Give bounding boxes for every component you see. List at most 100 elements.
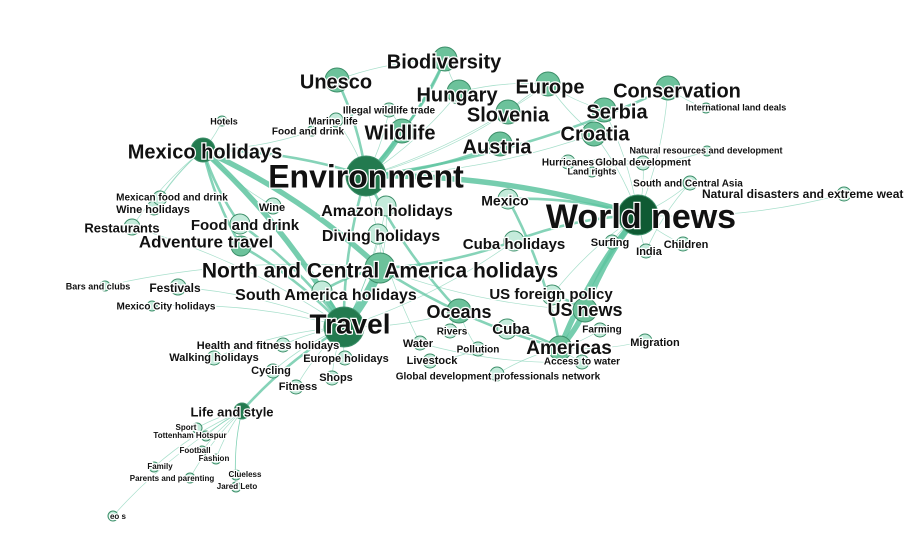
node-children[interactable]	[675, 236, 691, 252]
label-austria: Austria	[463, 136, 533, 158]
node-natural-resources-and-development[interactable]	[701, 145, 713, 157]
node-india[interactable]	[638, 243, 654, 259]
node-shops[interactable]	[324, 370, 340, 386]
edge-ncah-usnews	[379, 267, 586, 311]
label-surfing: Surfing	[591, 237, 630, 249]
node-farming[interactable]	[592, 322, 608, 338]
label-hurricanes: Hurricanes	[542, 158, 595, 169]
node-restaurants[interactable]	[123, 218, 141, 236]
node-sport[interactable]	[191, 422, 203, 434]
label-world-news: World news	[546, 198, 736, 236]
node-hungary[interactable]	[446, 79, 472, 105]
node-biodiversity[interactable]	[432, 46, 458, 72]
node-mexico-city-holidays[interactable]	[146, 300, 158, 312]
node-fashion[interactable]	[210, 453, 222, 465]
node-walking-holidays[interactable]	[206, 350, 222, 366]
node-pollution[interactable]	[470, 341, 486, 357]
node-croatia[interactable]	[581, 121, 607, 147]
node-land-rights[interactable]	[586, 166, 598, 178]
node-marine-life[interactable]	[328, 112, 344, 128]
node-life-and-style[interactable]	[233, 402, 251, 420]
node-global-development-professionals-network[interactable]	[489, 366, 505, 382]
label-sport: Sport	[176, 423, 197, 432]
node-natural-disasters-and-extreme-weather[interactable]	[836, 186, 852, 202]
node-mexican-food-and-drink[interactable]	[152, 190, 168, 206]
node-health-and-fitness-holidays[interactable]	[275, 337, 291, 353]
label-south-america-holidays: South America holidays	[235, 287, 417, 304]
label-food-and-drink: Food and drink	[272, 127, 345, 138]
label-cycling: Cycling	[251, 365, 291, 377]
label-children: Children	[664, 239, 709, 251]
node-clueless[interactable]	[230, 469, 242, 481]
node-environment[interactable]	[345, 155, 387, 197]
node-fitness[interactable]	[288, 379, 304, 395]
node-south-and-central-asia[interactable]	[682, 175, 698, 191]
edge-travel-cuba	[343, 240, 515, 328]
node-tottenham-hotspur[interactable]	[200, 430, 212, 442]
label-life-and-style: Life and style	[190, 404, 273, 419]
node-amazon-holidays[interactable]	[375, 195, 397, 217]
node-illegal-wildlife-trade[interactable]	[381, 102, 397, 118]
node-family[interactable]	[148, 461, 160, 473]
label-biodiversity: Biodiversity	[387, 51, 502, 73]
node-jared-leto[interactable]	[230, 481, 242, 493]
edge-travel-festivals	[177, 286, 345, 328]
label-us-foreign-policy: US foreign policy	[489, 286, 613, 303]
node-diving-holidays[interactable]	[367, 223, 389, 245]
node-water[interactable]	[412, 335, 428, 351]
node-rivers[interactable]	[442, 323, 458, 339]
node-mexico[interactable]	[497, 188, 519, 210]
node-hurricanes[interactable]	[560, 154, 576, 170]
label-natural-disasters-and-extreme-weather: Natural disasters and extreme weather	[702, 187, 904, 201]
node-parents-and-parenting[interactable]	[184, 472, 196, 484]
label-bars-and-clubs: Bars and clubs	[66, 281, 131, 291]
node-surfing[interactable]	[604, 234, 620, 250]
label-mexican-food-and-drink: Mexican food and drink	[116, 193, 228, 204]
node-cuba[interactable]	[496, 318, 518, 340]
node-cuba-holidays[interactable]	[503, 230, 525, 252]
node-us-news[interactable]	[572, 297, 598, 323]
node-international-land-deals[interactable]	[700, 102, 712, 114]
label-south-and-central-asia: South and Central Asia	[633, 179, 743, 190]
node-wildlife[interactable]	[389, 118, 415, 144]
label-mexico-holidays: Mexico holidays	[128, 141, 283, 163]
node-north-and-central-america-holidays[interactable]	[364, 252, 396, 284]
node-europe-holidays[interactable]	[337, 350, 353, 366]
node-eo-s[interactable]	[107, 510, 119, 522]
node-cycling[interactable]	[265, 363, 281, 379]
label-serbia: Serbia	[586, 101, 648, 123]
edge-travel-restaur	[131, 226, 345, 328]
node-festivals[interactable]	[169, 278, 187, 296]
labels-layer: World news Environment Travel North and Cen…	[64, 50, 904, 522]
node-slovenia[interactable]	[495, 99, 521, 125]
node-bars-and-clubs[interactable]	[99, 280, 111, 292]
node-mexico-holidays[interactable]	[190, 137, 216, 163]
node-south-america-holidays[interactable]	[311, 280, 333, 302]
node-wine[interactable]	[264, 197, 282, 215]
node-europe[interactable]	[535, 71, 561, 97]
label-wine: Wine	[259, 202, 285, 214]
node-livestock[interactable]	[422, 353, 438, 369]
node-food-and-drink[interactable]	[229, 213, 251, 235]
label-adventure-travel: Adventure travel	[139, 232, 273, 251]
node-global-development[interactable]	[635, 155, 651, 171]
node-food-and-drink[interactable]	[306, 125, 318, 137]
node-migration[interactable]	[637, 333, 653, 349]
label-restaurants: Restaurants	[84, 220, 159, 235]
node-conservation[interactable]	[655, 75, 681, 101]
node-adventure-travel[interactable]	[230, 235, 252, 257]
node-access-to-water[interactable]	[574, 354, 590, 370]
node-travel[interactable]	[323, 306, 365, 348]
edge-world-env	[363, 173, 641, 218]
node-unesco[interactable]	[324, 67, 350, 93]
node-oceans[interactable]	[446, 298, 472, 324]
node-football[interactable]	[196, 445, 208, 457]
node-hotels[interactable]	[216, 115, 228, 127]
node-americas[interactable]	[547, 335, 573, 361]
node-world-news[interactable]	[617, 194, 659, 236]
node-us-foreign-policy[interactable]	[541, 284, 563, 306]
node-austria[interactable]	[487, 131, 513, 157]
node-serbia[interactable]	[591, 97, 617, 123]
label-eo-s: eo s	[110, 512, 127, 521]
label-access-to-water: Access to water	[544, 357, 620, 368]
